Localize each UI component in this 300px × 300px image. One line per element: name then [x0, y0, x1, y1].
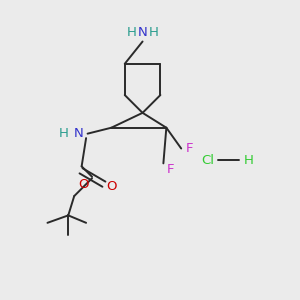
Text: H: H [148, 26, 158, 39]
Text: Cl: Cl [201, 154, 214, 167]
Text: F: F [166, 163, 174, 176]
Text: H: H [244, 154, 254, 167]
Text: N: N [138, 26, 147, 39]
Text: H: H [58, 127, 68, 140]
Text: H: H [127, 26, 136, 39]
Text: O: O [106, 180, 116, 193]
Text: O: O [79, 178, 89, 191]
Text: N: N [74, 127, 83, 140]
Text: F: F [186, 142, 193, 155]
